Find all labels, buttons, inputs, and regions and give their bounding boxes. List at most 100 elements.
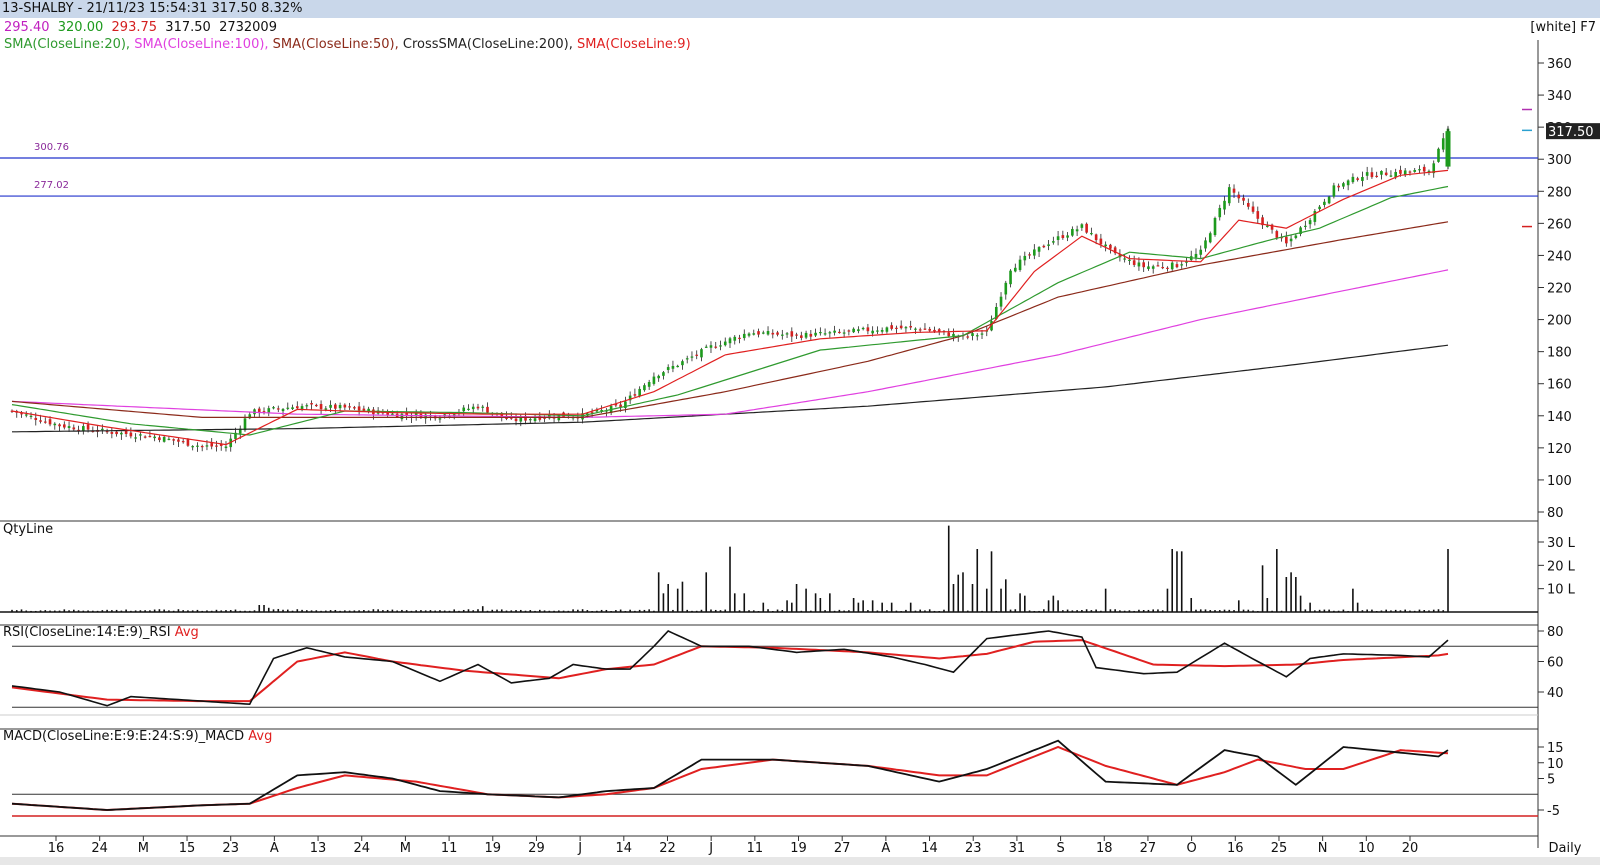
candle-body — [1218, 207, 1222, 218]
candle-body — [1104, 244, 1107, 247]
candle-body — [685, 358, 689, 360]
candle-body — [177, 439, 180, 442]
x-tick-label-1: 24 — [91, 841, 108, 856]
candle-body — [595, 409, 599, 412]
last-price-badge — [1546, 123, 1600, 140]
candle-body — [1004, 282, 1008, 295]
sma9-line — [11, 169, 1449, 446]
x-tick-label-26: O — [1186, 841, 1196, 856]
hline-label-1: 277.02 — [34, 180, 69, 191]
candle-body — [933, 329, 936, 332]
theme-label[interactable]: [white] F7 — [1530, 20, 1596, 35]
candle-body — [1142, 262, 1145, 268]
indicator-4[interactable]: SMA(CloseLine:9) — [576, 37, 691, 52]
macd-tick-label-5: 5 — [1547, 773, 1555, 788]
candle-body — [53, 423, 57, 426]
candle-body — [1380, 171, 1383, 175]
x-tick-label-22: 31 — [1009, 841, 1026, 856]
open-value: 295.40 — [4, 20, 50, 35]
indicator-2[interactable]: SMA(CloseLine:50), — [272, 37, 403, 52]
price-tick-label-280: 280 — [1547, 185, 1572, 200]
candle-body — [633, 394, 637, 396]
candle-body — [1199, 249, 1203, 255]
candle-body — [1299, 227, 1302, 235]
candle-body — [509, 417, 513, 419]
candle-body — [234, 432, 237, 439]
price-tick-label-240: 240 — [1547, 249, 1572, 264]
x-tick-label-11: 29 — [528, 841, 545, 856]
candle-body — [1175, 264, 1179, 268]
candle-body — [1413, 170, 1417, 172]
candle-body — [852, 328, 855, 333]
candle-body — [462, 407, 466, 412]
candle-body — [1047, 244, 1050, 246]
candle-body — [267, 408, 271, 414]
vol-tick-label-0: 10 L — [1547, 583, 1576, 598]
candle-body — [1128, 259, 1131, 261]
ohlc-readout: 295.40 320.00 293.75 317.50 2732009 — [4, 20, 277, 35]
x-tick-label-15: J — [708, 841, 713, 856]
candle-body — [400, 413, 404, 420]
candle-body — [814, 332, 817, 336]
candle-body — [215, 445, 218, 447]
candle-body — [134, 437, 137, 439]
candle-body — [1375, 175, 1378, 178]
candle-body — [923, 328, 927, 330]
indicator-0[interactable]: SMA(CloseLine:20), — [4, 37, 135, 52]
price-tick-label-180: 180 — [1547, 346, 1572, 361]
candle-body — [1018, 259, 1022, 270]
candle-body — [1275, 231, 1279, 238]
candle-body — [619, 404, 622, 408]
price-tick-label-80: 80 — [1547, 506, 1564, 521]
candle-body — [1308, 220, 1312, 225]
candle-body — [709, 345, 713, 348]
x-tick-label-9: 11 — [441, 841, 458, 856]
candle-body — [899, 325, 903, 329]
candle-body — [386, 413, 389, 415]
candle-body — [543, 417, 546, 419]
candle-body — [1123, 258, 1126, 260]
candle-body — [39, 420, 42, 422]
indicator-3[interactable]: CrossSMA(CloseLine:200), — [402, 37, 577, 52]
candle-body — [276, 408, 280, 410]
x-tick-label-0: 16 — [48, 841, 65, 856]
x-tick-label-19: A — [881, 841, 890, 856]
candle-body — [210, 443, 214, 447]
indicator-1[interactable]: SMA(CloseLine:100), — [134, 37, 273, 52]
candle-body — [124, 430, 128, 434]
candle-body — [338, 405, 342, 409]
candle-body — [790, 331, 794, 337]
candle-body — [310, 403, 313, 405]
vol-tick-label-1: 20 L — [1547, 559, 1576, 574]
candle-body — [975, 335, 979, 337]
candle-body — [148, 435, 152, 438]
x-tick-label-7: 24 — [353, 841, 370, 856]
candle-body — [153, 436, 156, 439]
candle-body — [1270, 224, 1274, 230]
rsi-tick-label-40: 40 — [1547, 686, 1564, 701]
candle-body — [1403, 170, 1407, 175]
candle-body — [86, 424, 90, 430]
sma20-line — [11, 185, 1449, 436]
candle-body — [500, 412, 504, 417]
candle-body — [105, 431, 109, 433]
candle-body — [1185, 261, 1188, 263]
rsi-tick-label-60: 60 — [1547, 656, 1564, 671]
candle-body — [262, 411, 266, 413]
candle-body — [110, 432, 114, 434]
x-tick-label-31: 20 — [1402, 841, 1419, 856]
candle-body — [857, 329, 860, 332]
candle-body — [823, 333, 827, 335]
rsi-line — [11, 630, 1449, 707]
candle-body — [1009, 270, 1012, 285]
candle-body — [248, 414, 252, 419]
candle-body — [1294, 235, 1298, 238]
candle-body — [58, 424, 61, 427]
candle-body — [519, 417, 523, 422]
candle-body — [1208, 233, 1212, 243]
candle-body — [357, 406, 361, 411]
candle-body — [1418, 169, 1421, 171]
candle-body — [738, 337, 741, 339]
candle-body — [1052, 241, 1055, 243]
